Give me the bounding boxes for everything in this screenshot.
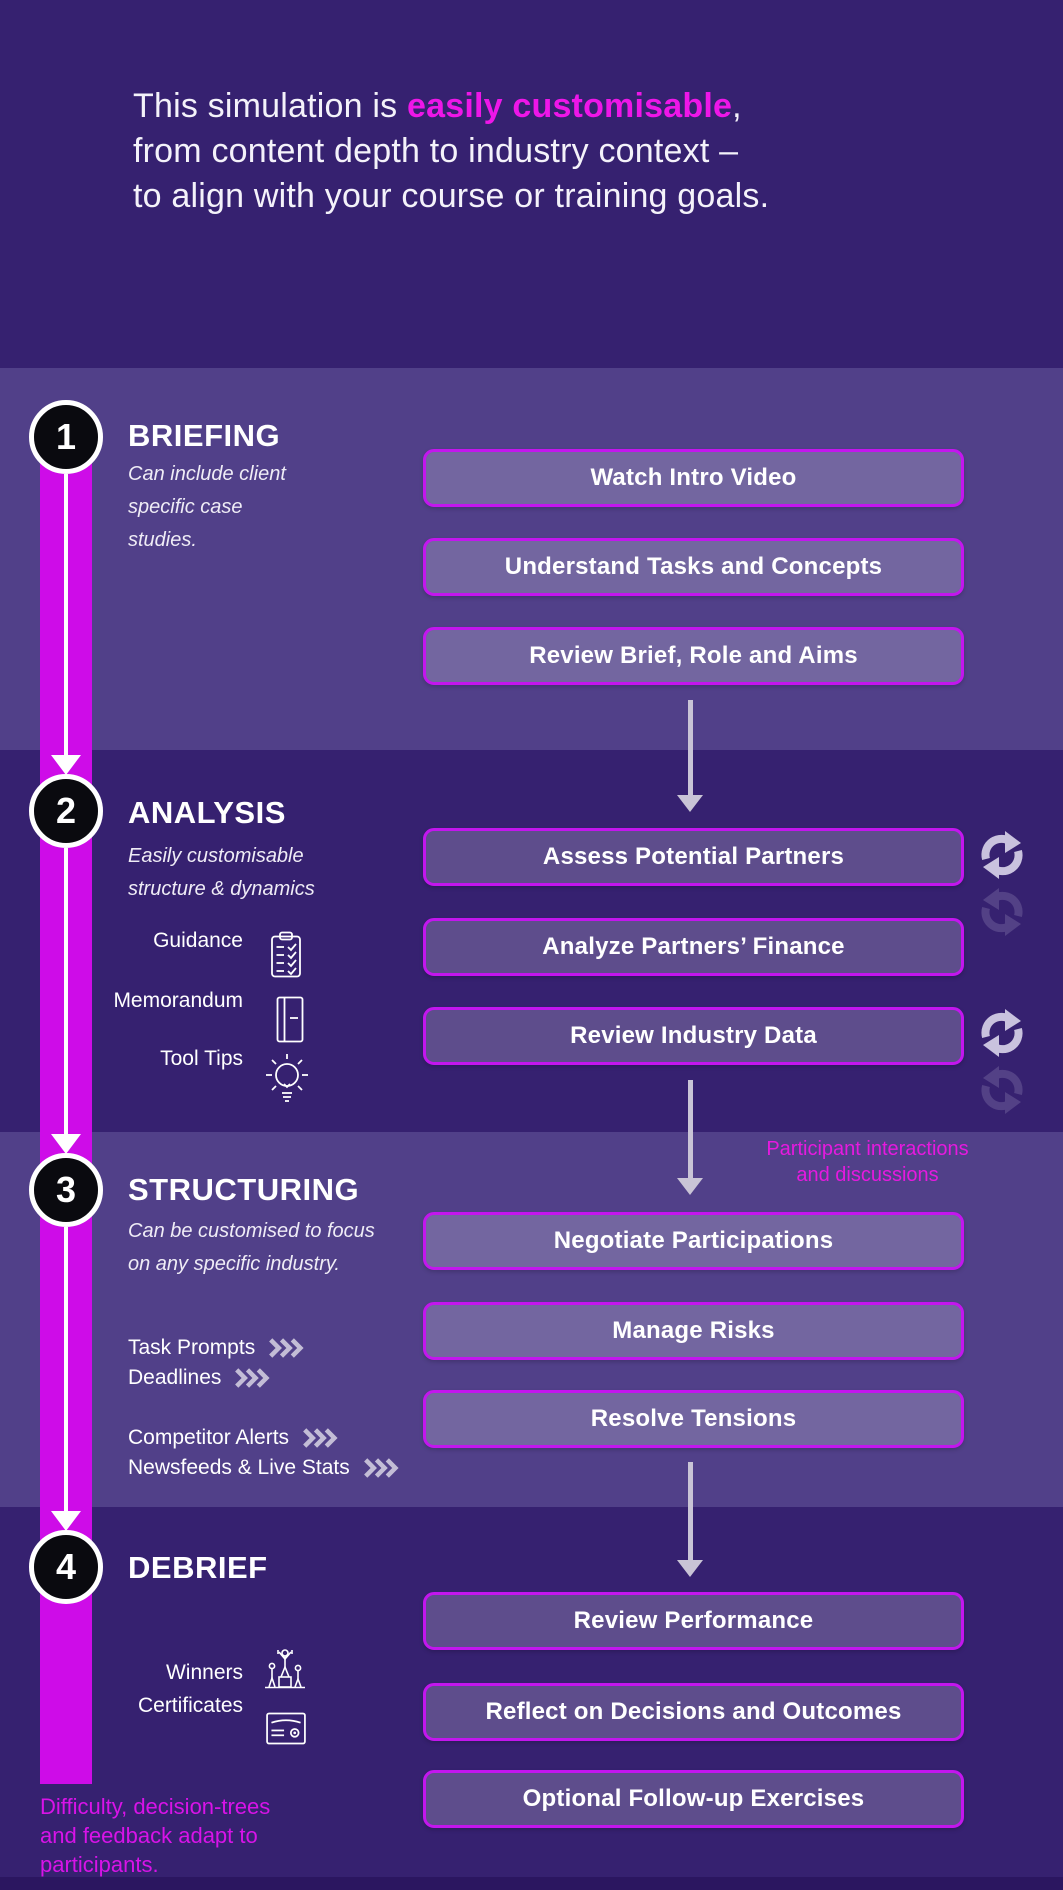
button-assess-potential-partners[interactable]: Assess Potential Partners xyxy=(423,828,964,886)
button-understand-tasks-concepts[interactable]: Understand Tasks and Concepts xyxy=(423,538,964,596)
connector-line xyxy=(688,1080,693,1178)
footer-note: Difficulty, decision-trees and feedback … xyxy=(40,1794,271,1877)
section-title-analysis: ANALYSIS xyxy=(128,795,286,830)
annotation-participant-interactions: Participant interactions and discussions xyxy=(766,1138,969,1186)
label-tool-tips: Tool Tips xyxy=(160,1047,243,1070)
flow-line-2 xyxy=(64,848,68,1134)
flow-line-1 xyxy=(64,474,68,755)
flow-line-3 xyxy=(64,1227,68,1511)
triple-chevrons-icon xyxy=(235,1368,270,1388)
lightbulb-icon xyxy=(266,1054,308,1102)
label-memorandum: Memorandum xyxy=(113,989,243,1012)
button-review-brief-role-aims[interactable]: Review Brief, Role and Aims xyxy=(423,627,964,685)
down-arrow-icon xyxy=(51,1134,81,1154)
intro-line-1: This simulation is easily customisable, xyxy=(133,87,742,125)
triple-chevrons-icon xyxy=(303,1428,338,1448)
step-circle-3: 3 xyxy=(29,1153,103,1227)
section-title-debrief: DEBRIEF xyxy=(128,1550,268,1585)
down-arrow-icon xyxy=(677,1178,703,1195)
down-arrow-icon xyxy=(51,755,81,775)
memo-book-icon xyxy=(276,996,304,1043)
button-analyze-partners-finance[interactable]: Analyze Partners’ Finance xyxy=(423,918,964,976)
intro-line-3: to align with your course or training go… xyxy=(133,177,770,215)
label-certificates: Certificates xyxy=(137,1694,243,1717)
winners-podium-icon xyxy=(265,1649,305,1689)
step-number: 2 xyxy=(55,790,77,831)
button-review-industry-data[interactable]: Review Industry Data xyxy=(423,1007,964,1065)
step-circle-2: 2 xyxy=(29,774,103,848)
side-label-text: Competitor Alerts xyxy=(128,1426,290,1449)
step-number: 1 xyxy=(55,416,77,457)
button-manage-risks[interactable]: Manage Risks xyxy=(423,1302,964,1360)
step-circle-4: 4 xyxy=(29,1530,103,1604)
button-watch-intro-video[interactable]: Watch Intro Video xyxy=(423,449,964,507)
side-label-text: Deadlines xyxy=(128,1366,222,1389)
section-3-subtitle: Can be customised to focus on any specif… xyxy=(128,1220,375,1275)
intro-highlight: easily customisable xyxy=(407,87,733,125)
button-review-performance[interactable]: Review Performance xyxy=(423,1592,964,1650)
section-title-structuring: STRUCTURING xyxy=(128,1172,360,1207)
bottom-strip xyxy=(0,1877,1063,1890)
section-3-band xyxy=(0,1132,1063,1507)
side-label-text: Newsfeeds & Live Stats xyxy=(128,1456,350,1479)
intro-heading: This simulation is easily customisable, … xyxy=(133,84,769,219)
button-reflect-decisions-outcomes[interactable]: Reflect on Decisions and Outcomes xyxy=(423,1683,964,1741)
section-1-subtitle: Can include client specific case studies… xyxy=(128,463,286,551)
down-arrow-icon xyxy=(677,1560,703,1577)
button-optional-followup-exercises[interactable]: Optional Follow-up Exercises xyxy=(423,1770,964,1828)
label-deadlines: Deadlines xyxy=(128,1366,270,1390)
button-negotiate-participations[interactable]: Negotiate Participations xyxy=(423,1212,964,1270)
side-label-text: Task Prompts xyxy=(128,1336,256,1359)
label-task-prompts: Task Prompts xyxy=(128,1336,304,1360)
intro-line-2: from content depth to industry context – xyxy=(133,132,739,170)
triple-chevrons-icon xyxy=(269,1338,304,1358)
refresh-cycle-icon xyxy=(981,1009,1023,1057)
step-circle-1: 1 xyxy=(29,400,103,474)
step-number: 4 xyxy=(55,1546,77,1587)
clipboard-checklist-icon xyxy=(271,931,301,978)
section-1-band xyxy=(0,368,1063,750)
label-competitor-alerts: Competitor Alerts xyxy=(128,1426,338,1450)
down-arrow-icon xyxy=(677,795,703,812)
refresh-cycle-reflection-icon xyxy=(981,888,1023,936)
label-winners: Winners xyxy=(165,1661,243,1684)
refresh-cycle-icon xyxy=(981,831,1023,879)
connector-line xyxy=(688,700,693,795)
down-arrow-icon xyxy=(51,1511,81,1531)
section-title-briefing: BRIEFING xyxy=(128,418,281,453)
step-number: 3 xyxy=(55,1169,77,1210)
button-resolve-tensions[interactable]: Resolve Tensions xyxy=(423,1390,964,1448)
certificate-icon xyxy=(266,1712,306,1745)
connector-line xyxy=(688,1462,693,1560)
label-newsfeeds-live-stats: Newsfeeds & Live Stats xyxy=(128,1456,399,1480)
triple-chevrons-icon xyxy=(363,1458,399,1478)
refresh-cycle-reflection-icon xyxy=(981,1066,1023,1114)
label-guidance: Guidance xyxy=(153,929,243,952)
section-2-subtitle: Easily customisable structure & dynamics xyxy=(128,845,315,900)
